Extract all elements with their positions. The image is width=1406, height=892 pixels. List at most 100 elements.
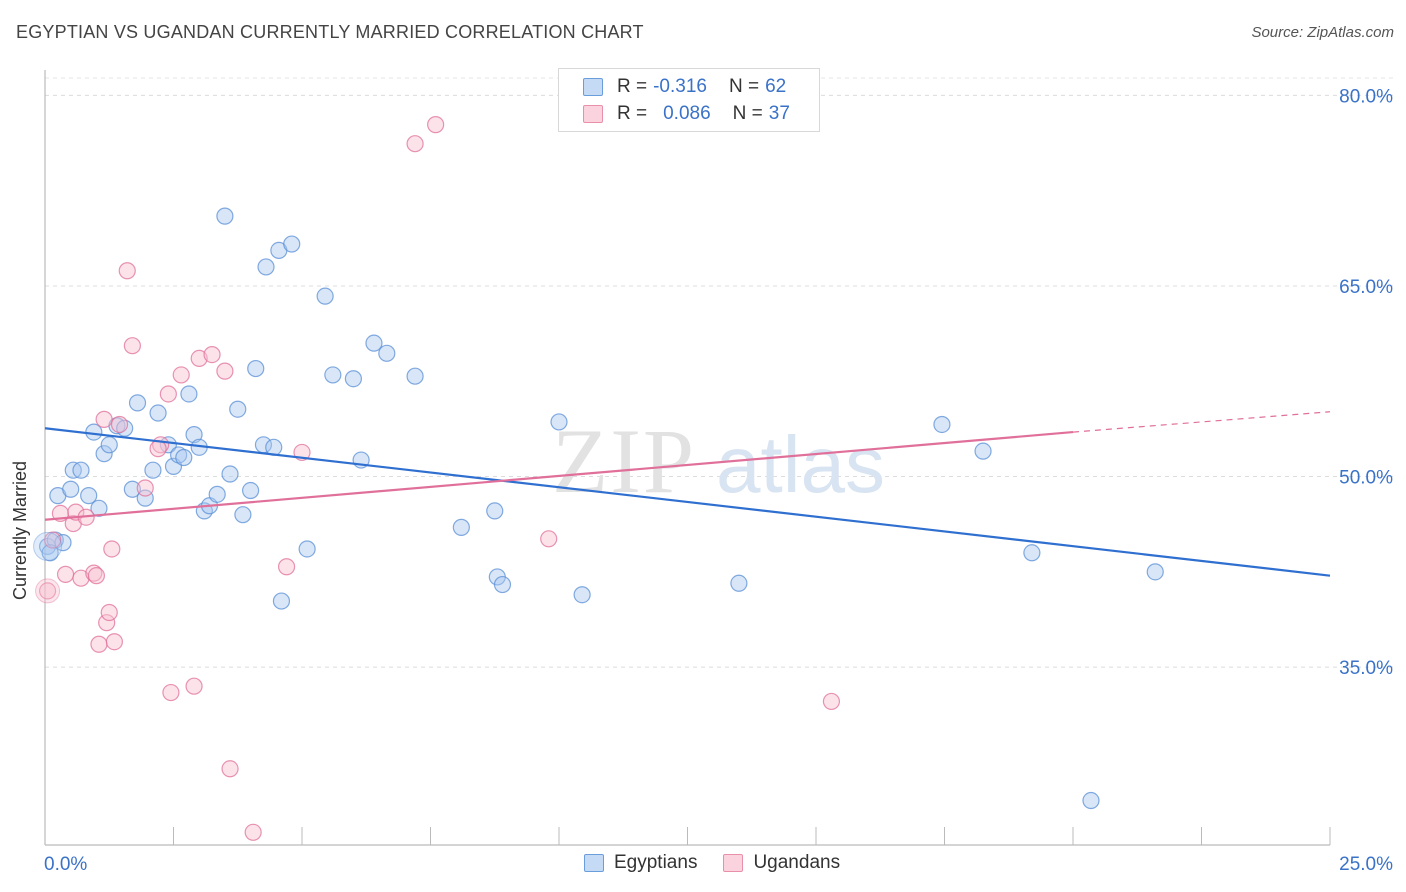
y-tick-label: 80.0% — [1339, 86, 1393, 107]
legend-n-value: 37 — [768, 103, 790, 124]
point-egyptians — [90, 499, 108, 517]
point-ugandans — [427, 116, 445, 134]
legend-n-label: N = — [732, 103, 763, 124]
point-egyptians — [229, 400, 247, 418]
point-egyptians — [324, 366, 342, 384]
legend-r-label: R = — [617, 76, 648, 97]
point-egyptians — [242, 481, 260, 500]
bottom-legend-label-egyptians: Egyptians — [614, 852, 698, 873]
point-ugandans — [221, 760, 239, 778]
point-egyptians — [123, 480, 141, 498]
x-tick-label-min: 0.0% — [44, 854, 87, 875]
point-egyptians — [221, 465, 239, 483]
point-ugandans — [95, 410, 113, 428]
point-egyptians — [730, 574, 748, 592]
point-ugandans — [100, 603, 118, 622]
point-ugandans — [190, 349, 208, 368]
point-egyptians — [234, 506, 252, 524]
point-egyptians — [486, 502, 504, 520]
trend-line-ugandans — [44, 430, 1074, 521]
legend-n-label: N = — [728, 76, 760, 97]
bottom-legend-swatch-ugandans — [723, 854, 744, 872]
bottom-legend-label-ugandans: Ugandans — [753, 852, 841, 873]
point-egyptians — [144, 461, 162, 479]
point-egyptians — [974, 442, 992, 460]
point-egyptians — [136, 489, 154, 507]
point-egyptians — [298, 540, 316, 558]
point-egyptians — [62, 480, 80, 498]
watermark-atlas: atlas — [716, 420, 885, 509]
point-egyptians — [72, 461, 90, 479]
legend-swatch-egyptians — [583, 78, 603, 96]
point-ugandans — [136, 479, 154, 497]
point-egyptians — [1082, 791, 1100, 810]
point-egyptians — [54, 534, 72, 552]
point-ugandans — [85, 564, 103, 582]
point-ugandans — [118, 262, 136, 280]
point-egyptians — [283, 235, 301, 253]
chart-title: EGYPTIAN VS UGANDAN CURRENTLY MARRIED CO… — [16, 22, 644, 42]
point-egyptians — [406, 367, 424, 385]
point-egyptians — [493, 575, 512, 594]
legend-n-value: 62 — [765, 76, 787, 97]
point-ugandans — [162, 683, 180, 702]
chart-source: Source: ZipAtlas.com — [1251, 24, 1394, 41]
legend-row-egyptians: R = -0.316 N = 62 — [583, 75, 786, 99]
grid-lines — [45, 77, 1395, 668]
point-egyptians — [344, 370, 362, 388]
point-egyptians — [180, 385, 198, 403]
legend-r-label: R = — [617, 103, 648, 124]
point-ugandans — [159, 385, 177, 403]
point-ugandans — [56, 565, 75, 583]
watermark-zip: ZIP — [552, 410, 696, 512]
point-ugandans — [110, 415, 129, 434]
trend-line-ugandans-extension — [1072, 411, 1331, 433]
axes — [44, 70, 1331, 846]
point-egyptians — [149, 404, 167, 422]
point-egyptians — [365, 334, 383, 352]
point-ugandans — [38, 582, 57, 600]
point-egyptians — [1146, 563, 1164, 581]
point-ugandans — [406, 135, 424, 153]
legend-box: R = -0.316 N = 62 R = 0.086 N = 37 — [558, 68, 820, 132]
point-egyptians — [316, 287, 334, 305]
point-ugandans — [149, 440, 167, 458]
legend-row-ugandans: R = 0.086 N = 37 — [583, 102, 790, 126]
point-egyptians — [378, 344, 396, 362]
y-tick-label: 35.0% — [1339, 658, 1393, 679]
point-egyptians — [933, 415, 951, 434]
legend-r-value: 0.086 — [663, 103, 711, 124]
point-ugandans — [105, 633, 123, 651]
point-egyptians — [33, 531, 63, 561]
point-egyptians — [247, 359, 265, 378]
point-egyptians — [175, 448, 193, 467]
point-ugandans — [822, 692, 841, 711]
point-ugandans — [185, 677, 203, 695]
point-ugandans — [123, 337, 141, 355]
point-ugandans — [277, 558, 296, 576]
point-ugandans — [103, 540, 121, 558]
bottom-legend-egyptians: Egyptians — [584, 852, 697, 874]
x-tick-label-max: 25.0% — [1339, 854, 1393, 875]
point-ugandans — [244, 823, 262, 841]
y-tick-label: 65.0% — [1339, 277, 1393, 298]
point-egyptians — [216, 207, 234, 225]
bottom-legend: Egyptians Ugandans — [584, 852, 866, 874]
bottom-legend-ugandans: Ugandans — [723, 852, 840, 874]
trend-line-egyptians — [44, 427, 1331, 577]
point-egyptians — [257, 258, 275, 276]
point-ugandans — [172, 366, 190, 384]
point-egyptians — [95, 445, 113, 463]
trend-lines — [44, 411, 1331, 577]
point-ugandans — [90, 635, 108, 653]
point-egyptians — [80, 487, 98, 505]
y-tick-labels: 35.0% 50.0% 65.0% 80.0% — [1339, 86, 1393, 679]
point-egyptians — [41, 544, 59, 562]
y-axis-label: Currently Married — [10, 460, 30, 600]
point-egyptians — [550, 413, 568, 431]
point-egyptians — [128, 394, 147, 412]
legend-swatch-ugandans — [583, 105, 603, 123]
point-egyptians — [272, 592, 291, 610]
point-egyptians — [208, 485, 226, 503]
